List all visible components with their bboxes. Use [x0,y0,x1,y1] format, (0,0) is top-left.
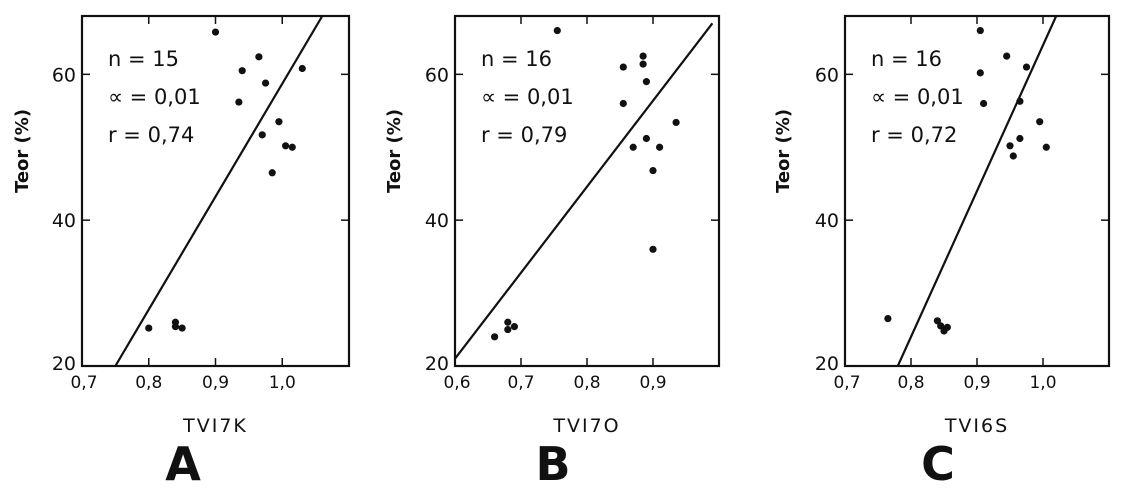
x-tick-label: 1,0 [269,373,296,393]
data-point [288,143,296,151]
regression-line [455,22,714,360]
panel-b: 0,6 0,7 0,8 0,9 20 40 60 Teor (%) TVI7O n = 16 ∝ =… [384,14,721,489]
y-tick-label: 20 [52,353,76,375]
panel-label: B [535,437,570,489]
x-axis-label: TVI7O [552,415,620,437]
data-point [491,333,499,341]
data-point [553,26,561,35]
x-tick-label: 0,8 [897,373,924,393]
panel-a: 0,7 0,8 0,9 1,0 20 40 60 Teor (%) TVI7K n = 15 ∝ =… [12,14,351,489]
stat-annotation: r = 0,74 [108,123,194,147]
y-tick-label: 60 [815,64,839,86]
data-point [171,323,180,331]
data-point [1006,142,1014,150]
data-point [937,322,945,330]
data-point [275,118,283,126]
x-axis-label: TVI7K [182,415,248,437]
stat-annotation: n = 15 [108,47,179,71]
data-point [976,26,984,35]
data-point [672,118,680,127]
x-tick-label: 1,0 [1029,373,1056,393]
data-point [268,169,276,177]
y-tick-label: 60 [52,64,76,86]
stat-annotation: r = 0,79 [481,123,567,147]
data-point [281,142,290,150]
data-point [642,134,651,143]
y-axis-label: Teor (%) [773,109,794,193]
data-point [504,325,512,334]
data-point [629,143,637,151]
data-point [211,28,220,36]
data-point [1022,63,1031,71]
y-axis-label: Teor (%) [384,109,405,193]
data-point [1003,52,1011,60]
data-point [1016,97,1024,105]
data-point [238,67,246,75]
y-tick-label: 20 [425,353,449,375]
data-point [943,323,951,331]
stat-annotation: ∝ = 0,01 [481,85,574,109]
data-point [1036,118,1044,126]
x-tick-label: 0,9 [963,373,990,393]
data-point [1016,134,1024,143]
regression-line [114,16,324,366]
data-point [145,324,153,332]
y-tick-label: 40 [425,210,449,232]
panel-c: 0,7 0,8 0,9 1,0 20 40 60 Teor (%) TVI6S n = 16 ∝ =… [773,14,1111,489]
x-tick-label: 0,9 [639,373,666,393]
data-point [510,323,518,331]
x-tick-label: 0,6 [443,373,470,393]
x-tick-label: 0,8 [573,373,600,393]
data-point [255,53,263,61]
data-point [258,131,266,139]
stat-annotation: ∝ = 0,01 [871,85,964,109]
data-point [619,63,627,71]
data-point [639,52,647,60]
y-tick-label: 60 [425,64,449,86]
data-point [933,317,942,325]
data-point [639,60,647,68]
data-point [976,69,984,77]
x-tick-label: 0,9 [202,373,229,393]
data-point [261,79,270,87]
x-tick-label: 0,8 [135,373,162,393]
data-point [298,64,306,73]
x-axis-label: TVI6S [944,415,1009,437]
data-point [504,318,512,326]
stat-annotation: n = 16 [871,47,942,71]
y-tick-label: 40 [52,210,76,232]
data-point [619,99,627,108]
data-point [178,324,186,332]
x-tick-label: 0,7 [833,373,860,393]
data-point [649,245,657,253]
panel-label: A [165,437,201,489]
data-point [642,78,651,86]
regression-line [896,16,1058,366]
data-point [980,99,988,108]
stat-annotation: ∝ = 0,01 [108,85,201,109]
data-point [1009,152,1017,160]
data-point [235,98,243,106]
y-tick-label: 40 [815,210,839,232]
stat-annotation: n = 16 [481,47,552,71]
data-point [649,166,657,175]
data-point [1042,143,1050,151]
data-point [884,315,892,323]
y-tick-label: 20 [815,353,839,375]
stat-annotation: r = 0,72 [871,123,957,147]
data-point [656,143,664,151]
panel-label: C [921,437,955,489]
y-axis-label: Teor (%) [12,109,33,193]
x-tick-label: 0,7 [507,373,534,393]
x-tick-label: 0,7 [70,373,97,393]
